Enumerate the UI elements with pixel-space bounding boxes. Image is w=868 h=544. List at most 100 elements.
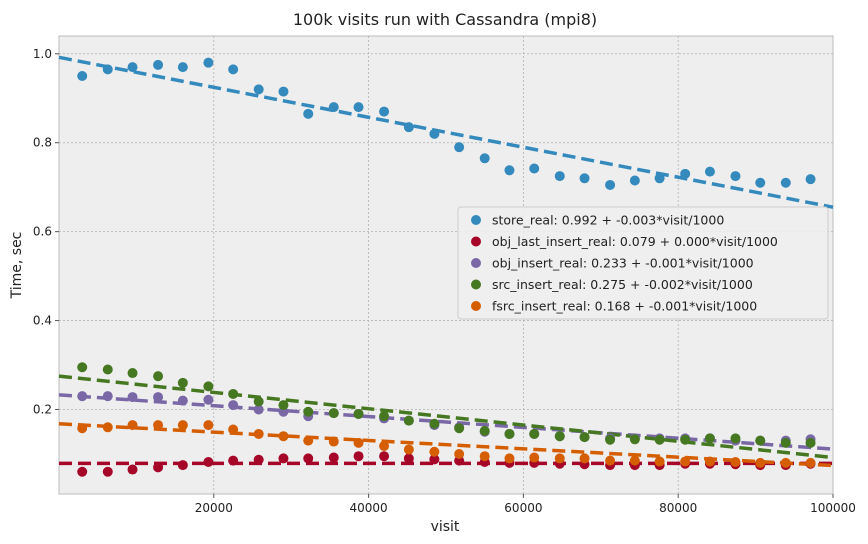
data-point-series-2 [353, 451, 364, 462]
data-point-series-4 [353, 408, 364, 419]
fit-lines [58, 55, 834, 468]
data-point-series-1 [579, 173, 590, 184]
data-point-series-1 [353, 102, 364, 113]
data-point-series-4 [379, 411, 390, 422]
y-tick-label: 0.4 [33, 314, 52, 328]
data-point-series-1 [654, 173, 665, 184]
x-axis-label: visit [431, 519, 460, 535]
data-point-series-2 [403, 453, 414, 464]
y-tick-label: 1.0 [33, 47, 52, 61]
data-point-series-4 [127, 368, 138, 379]
data-point-series-3 [127, 392, 138, 403]
data-point-series-4 [805, 437, 816, 448]
data-point-series-5 [504, 453, 515, 464]
fit-line-series-1 [58, 55, 834, 209]
data-point-series-1 [379, 106, 390, 117]
data-point-series-5 [554, 453, 565, 464]
data-point-series-5 [579, 453, 590, 464]
legend-label-series-2: obj_last_insert_real: 0.079 + 0.000*visi… [492, 234, 778, 249]
data-point-series-1 [780, 177, 791, 188]
data-point-series-1 [704, 166, 715, 177]
data-point-series-2 [429, 454, 440, 465]
legend-label-series-4: src_insert_real: 0.275 + -0.002*visit/10… [492, 277, 753, 292]
data-point-series-1 [504, 165, 515, 176]
legend-marker-series-4 [471, 279, 481, 290]
x-tick-label: 100000 [810, 501, 856, 515]
legend-marker-series-5 [471, 301, 481, 311]
data-point-series-4 [454, 423, 465, 434]
data-point-series-4 [153, 371, 164, 382]
data-point-series-5 [77, 423, 88, 434]
data-point-series-5 [328, 436, 339, 447]
data-point-series-5 [780, 457, 791, 468]
data-point-series-3 [102, 391, 113, 402]
data-point-series-4 [529, 428, 540, 439]
data-point-series-2 [228, 455, 239, 466]
x-axis-ticks: 20000 40000 60000 80000 100000 [195, 494, 856, 515]
data-point-series-2 [77, 466, 88, 477]
data-point-series-5 [454, 448, 465, 459]
data-point-series-1 [403, 122, 414, 133]
data-point-series-5 [353, 437, 364, 448]
data-point-series-5 [228, 424, 239, 435]
data-point-series-4 [253, 396, 264, 407]
data-point-series-5 [529, 452, 540, 463]
data-point-series-2 [102, 466, 113, 477]
data-point-series-5 [403, 444, 414, 455]
data-point-series-5 [704, 456, 715, 467]
data-point-series-2 [379, 451, 390, 462]
data-point-series-5 [127, 420, 138, 431]
legend-label-series-5: fsrc_insert_real: 0.168 + -0.001*visit/1… [492, 299, 757, 314]
data-point-series-4 [704, 433, 715, 444]
data-point-series-4 [780, 437, 791, 448]
data-point-series-1 [177, 62, 188, 73]
y-axis-label: Time, sec [9, 232, 25, 300]
data-point-series-1 [203, 57, 214, 68]
data-point-series-3 [77, 391, 88, 402]
data-point-series-4 [629, 434, 640, 445]
fit-line-series-5 [58, 421, 834, 468]
data-point-series-5 [654, 456, 665, 467]
data-point-series-4 [654, 434, 665, 445]
data-point-series-4 [554, 431, 565, 442]
data-point-series-4 [102, 364, 113, 375]
data-point-series-1 [303, 108, 314, 119]
data-point-series-4 [303, 406, 314, 417]
data-point-series-5 [429, 446, 440, 457]
data-point-series-5 [680, 456, 691, 467]
data-point-series-3 [228, 400, 239, 411]
chart-title: 100k visits run with Cassandra (mpi8) [293, 10, 597, 29]
data-point-series-5 [730, 456, 741, 467]
data-point-series-4 [605, 434, 616, 445]
data-point-series-4 [403, 415, 414, 426]
x-tick-label: 60000 [504, 501, 542, 515]
data-point-series-1 [554, 171, 565, 182]
data-point-series-3 [253, 404, 264, 415]
data-point-series-1 [153, 59, 164, 70]
data-point-series-4 [730, 433, 741, 444]
data-point-series-1 [278, 86, 289, 97]
legend: store_real: 0.992 + -0.003*visit/1000 obj… [457, 206, 829, 320]
data-point-series-5 [479, 451, 490, 462]
data-point-series-3 [203, 394, 214, 405]
data-point-series-5 [177, 420, 188, 431]
data-point-series-1 [228, 64, 239, 75]
data-point-series-4 [328, 408, 339, 419]
data-point-series-3 [177, 395, 188, 406]
data-point-series-1 [629, 175, 640, 186]
data-point-series-3 [153, 392, 164, 403]
data-point-series-5 [629, 455, 640, 466]
data-point-series-2 [127, 464, 138, 475]
y-tick-label: 0.2 [33, 403, 52, 417]
data-point-series-4 [278, 400, 289, 411]
legend-marker-series-1 [471, 215, 481, 225]
data-point-series-5 [303, 435, 314, 446]
x-tick-label: 20000 [195, 501, 233, 515]
data-point-series-1 [127, 62, 138, 73]
data-point-series-4 [755, 435, 766, 446]
y-axis-ticks: 0.2 0.4 0.6 0.8 1.0 [33, 47, 59, 417]
data-point-series-5 [379, 440, 390, 451]
data-point-series-1 [730, 171, 741, 182]
data-point-series-4 [680, 434, 691, 445]
